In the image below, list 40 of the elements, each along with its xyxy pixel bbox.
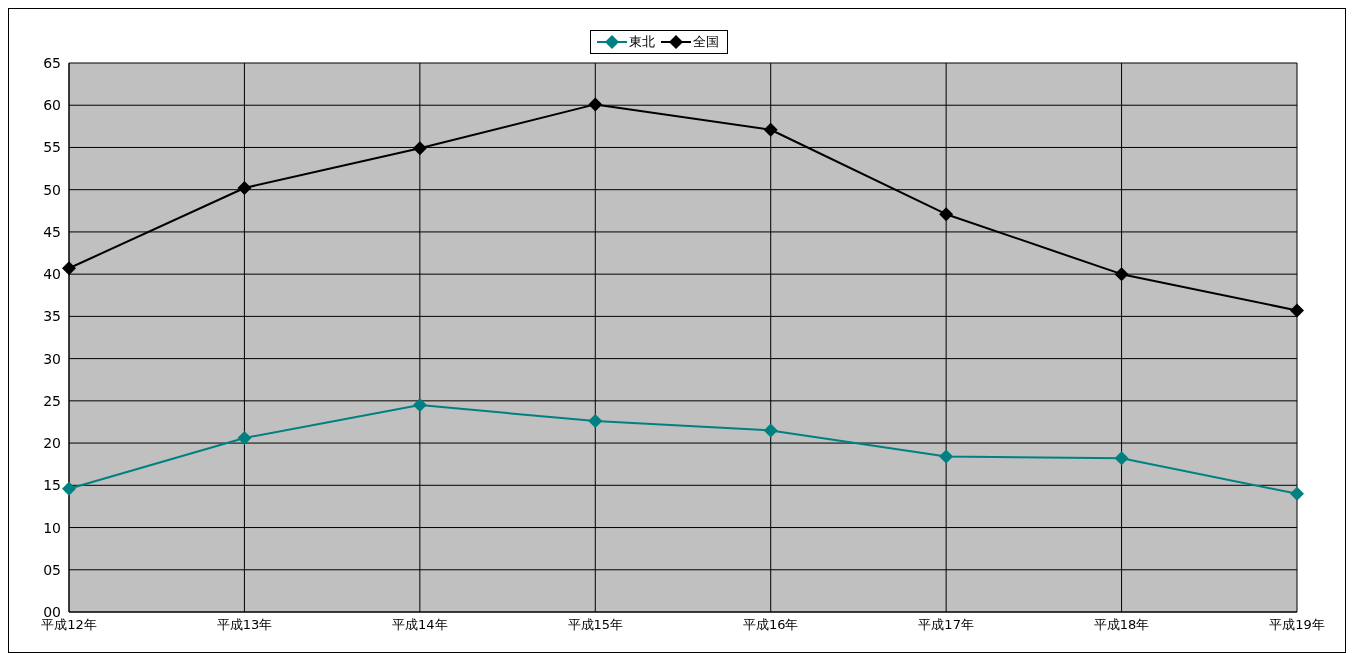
point xyxy=(939,207,954,222)
point xyxy=(939,449,954,464)
y-tick-label: 55 xyxy=(43,139,61,156)
y-tick-label: 25 xyxy=(43,392,61,409)
point xyxy=(588,414,603,429)
y-tick-label: 00 xyxy=(43,603,61,620)
point xyxy=(1114,451,1129,466)
point xyxy=(237,181,252,195)
y-tick-label: 40 xyxy=(43,266,61,283)
legend-label: 東北 xyxy=(628,33,655,51)
y-tick-label: 20 xyxy=(43,435,61,452)
point xyxy=(763,122,778,137)
x-tick-label: 平成12年 xyxy=(41,617,97,633)
point xyxy=(62,261,76,276)
y-tick-label: 35 xyxy=(43,308,61,325)
x-tick-label: 平成13年 xyxy=(216,617,273,633)
y-tick-label: 65 xyxy=(43,54,61,71)
y-tick-label: 05 xyxy=(43,561,61,578)
point xyxy=(412,141,427,156)
point xyxy=(62,481,76,496)
x-tick-label: 平成16年 xyxy=(742,617,799,633)
y-tick-label: 30 xyxy=(43,350,61,367)
y-tick-label: 10 xyxy=(43,519,61,536)
x-tick-label: 平成14年 xyxy=(392,617,448,633)
x-tick-label: 平成18年 xyxy=(1093,617,1150,633)
point xyxy=(1114,267,1129,282)
point xyxy=(237,431,252,446)
legend-label: 全国 xyxy=(692,33,719,51)
x-tick-label: 平成15年 xyxy=(567,617,624,633)
x-tick-label: 平成19年 xyxy=(1269,617,1325,633)
y-tick-label: 45 xyxy=(43,223,61,240)
point xyxy=(412,398,427,413)
point xyxy=(1290,303,1304,318)
y-tick-label: 60 xyxy=(43,97,61,114)
point xyxy=(1290,486,1304,501)
point xyxy=(763,423,778,438)
point xyxy=(588,97,603,112)
y-tick-label: 15 xyxy=(43,477,61,494)
x-tick-label: 平成17年 xyxy=(918,617,974,633)
y-tick-label: 50 xyxy=(43,181,61,198)
